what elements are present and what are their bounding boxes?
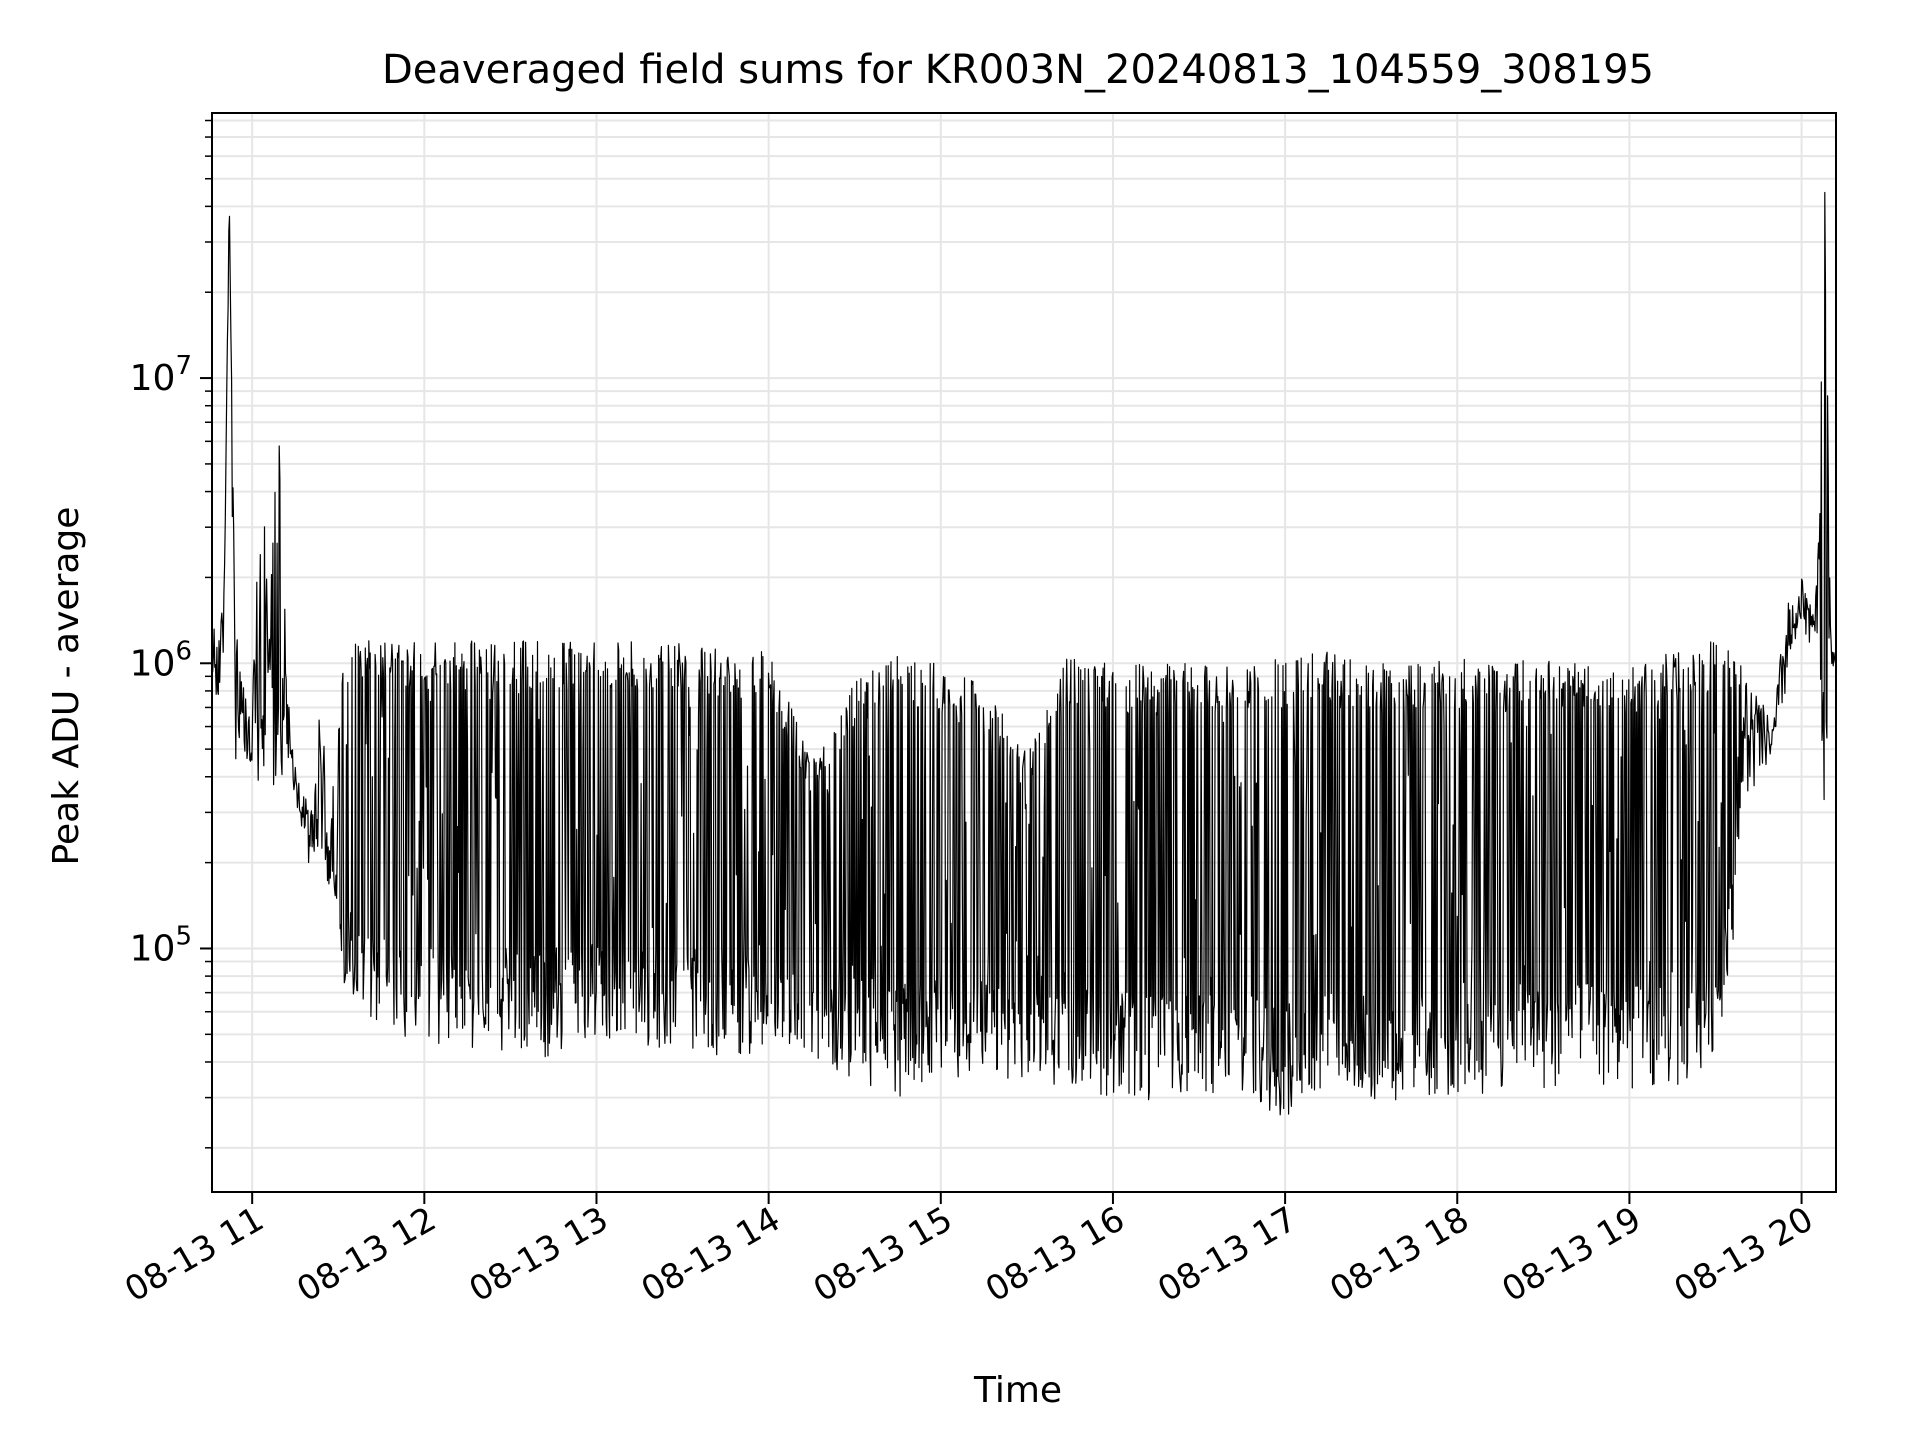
axes-frame	[211, 112, 1837, 1193]
x-axis-label: Time	[973, 1370, 1062, 1411]
y-tick-label: 106	[130, 636, 192, 684]
chart-title: Deaveraged field sums for KR003N_2024081…	[382, 47, 1654, 93]
y-tick-label: 105	[130, 921, 192, 969]
series-line	[212, 191, 1836, 1116]
y-tick-label: 107	[130, 351, 192, 399]
y-axis-label: Peak ADU - average	[46, 507, 87, 866]
plot-area	[212, 191, 1836, 1116]
